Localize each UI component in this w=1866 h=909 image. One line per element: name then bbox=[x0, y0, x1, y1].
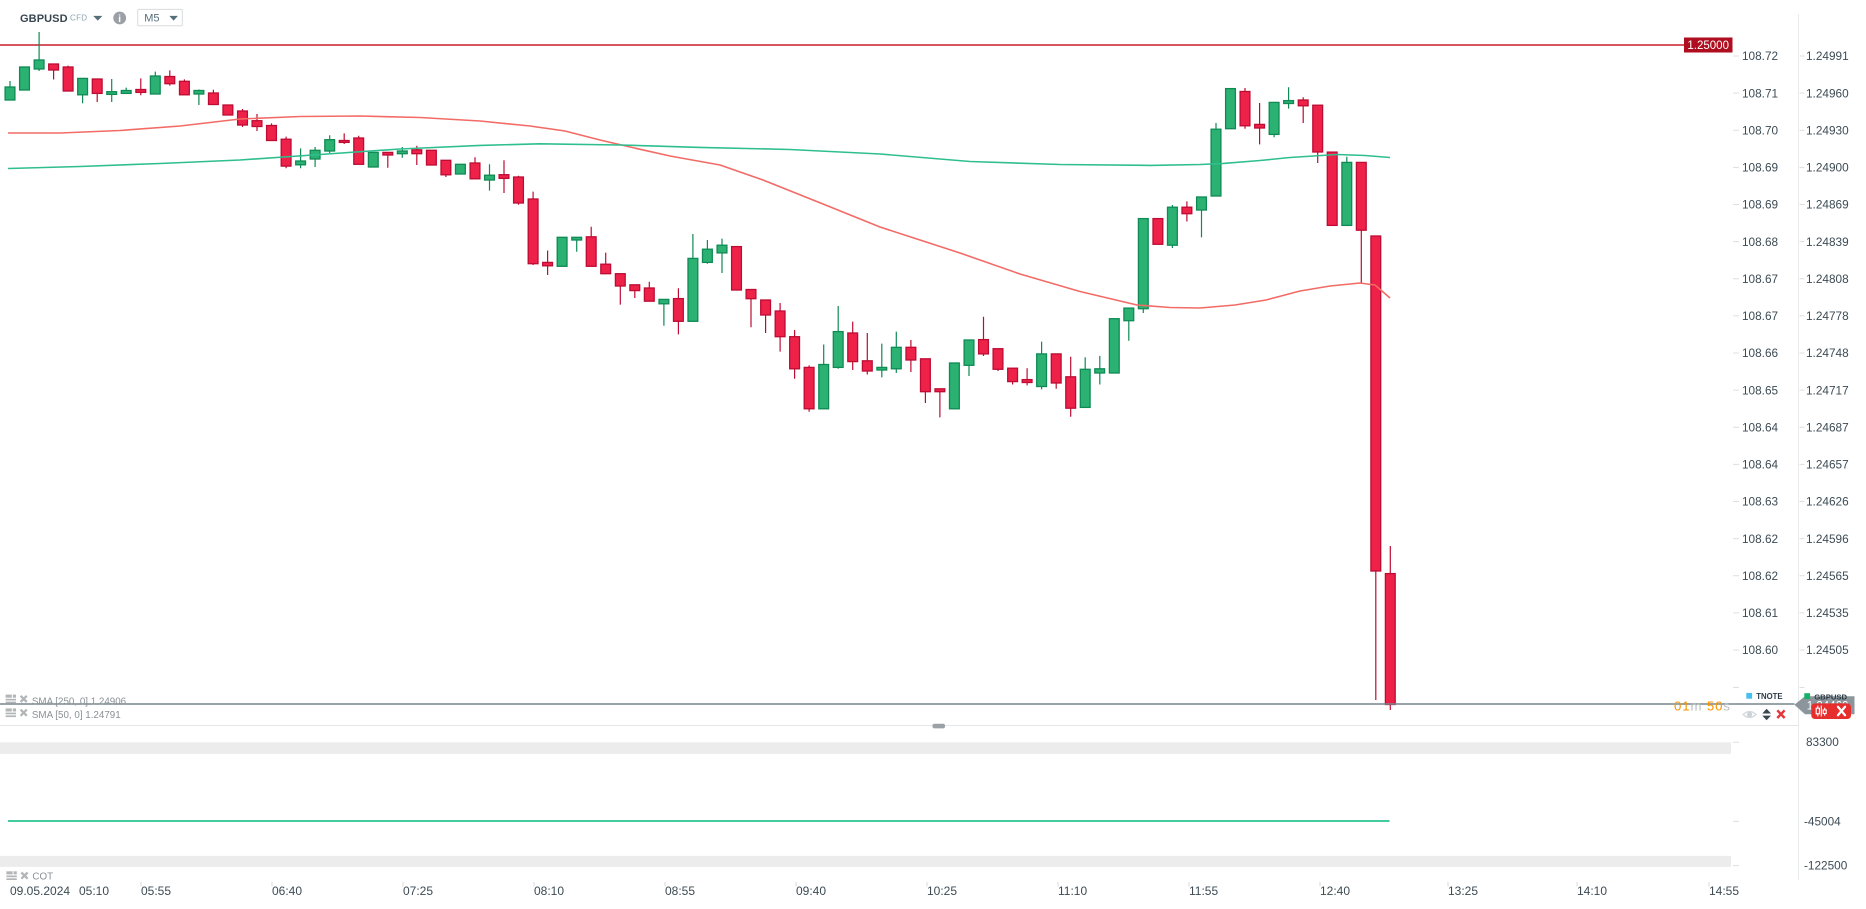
svg-text:108.64: 108.64 bbox=[1742, 458, 1779, 472]
svg-text:-122500: -122500 bbox=[1804, 859, 1848, 873]
svg-text:1.24748: 1.24748 bbox=[1806, 346, 1849, 360]
svg-text:1.24991: 1.24991 bbox=[1806, 49, 1849, 63]
svg-text:1.24900: 1.24900 bbox=[1806, 161, 1849, 175]
svg-text:108.67: 108.67 bbox=[1742, 272, 1778, 286]
svg-text:TNOTE: TNOTE bbox=[1756, 692, 1782, 701]
svg-text:1.24565: 1.24565 bbox=[1806, 569, 1849, 583]
svg-text:108.63: 108.63 bbox=[1742, 495, 1779, 509]
svg-text:1.24717: 1.24717 bbox=[1806, 383, 1849, 397]
svg-text:SMA [50, 0] 1.24791: SMA [50, 0] 1.24791 bbox=[32, 710, 121, 721]
svg-text:108.62: 108.62 bbox=[1742, 569, 1778, 583]
svg-text:06:40: 06:40 bbox=[272, 884, 302, 898]
svg-text:11:55: 11:55 bbox=[1189, 884, 1218, 898]
svg-text:108.62: 108.62 bbox=[1742, 532, 1778, 546]
svg-text:09:40: 09:40 bbox=[796, 884, 826, 898]
svg-text:108.61: 108.61 bbox=[1742, 606, 1778, 620]
svg-text:108.66: 108.66 bbox=[1742, 346, 1779, 360]
svg-text:108.65: 108.65 bbox=[1742, 383, 1779, 397]
svg-text:108.68: 108.68 bbox=[1742, 235, 1779, 249]
svg-text:1.24960: 1.24960 bbox=[1806, 86, 1849, 100]
svg-text:SMA [250, 0] 1.24906: SMA [250, 0] 1.24906 bbox=[32, 696, 127, 707]
svg-text:M5: M5 bbox=[144, 12, 159, 24]
svg-text:07:25: 07:25 bbox=[403, 884, 433, 898]
svg-text:13:25: 13:25 bbox=[1448, 884, 1478, 898]
svg-text:1.24535: 1.24535 bbox=[1806, 606, 1849, 620]
svg-text:1.24839: 1.24839 bbox=[1806, 235, 1849, 249]
svg-text:09.05.2024: 09.05.2024 bbox=[10, 884, 70, 898]
svg-text:1.24657: 1.24657 bbox=[1806, 458, 1849, 472]
svg-text:1.24687: 1.24687 bbox=[1806, 420, 1849, 434]
svg-text:11:10: 11:10 bbox=[1058, 884, 1087, 898]
svg-text:1.24869: 1.24869 bbox=[1806, 198, 1849, 212]
svg-text:1.25000: 1.25000 bbox=[1687, 40, 1729, 52]
svg-text:108.67: 108.67 bbox=[1742, 309, 1778, 323]
svg-text:05:55: 05:55 bbox=[141, 884, 171, 898]
svg-text:1.24626: 1.24626 bbox=[1806, 495, 1849, 509]
svg-text:108.71: 108.71 bbox=[1742, 86, 1778, 100]
svg-text:14:55: 14:55 bbox=[1709, 884, 1739, 898]
svg-text:1.24808: 1.24808 bbox=[1806, 272, 1849, 286]
svg-text:08:55: 08:55 bbox=[665, 884, 695, 898]
svg-text:GBPUSD: GBPUSD bbox=[20, 13, 68, 25]
svg-text:08:10: 08:10 bbox=[534, 884, 564, 898]
svg-text:12:40: 12:40 bbox=[1320, 884, 1350, 898]
svg-text:14:10: 14:10 bbox=[1577, 884, 1607, 898]
svg-text:1.24596: 1.24596 bbox=[1806, 532, 1849, 546]
svg-text:108.60: 108.60 bbox=[1742, 643, 1779, 657]
svg-text:108.69: 108.69 bbox=[1742, 198, 1778, 212]
svg-text:-45004: -45004 bbox=[1804, 814, 1841, 828]
svg-text:CFD: CFD bbox=[70, 14, 87, 23]
svg-text:COT: COT bbox=[32, 871, 53, 882]
svg-text:10:25: 10:25 bbox=[927, 884, 957, 898]
svg-text:GBPUSD: GBPUSD bbox=[1814, 692, 1847, 701]
svg-text:108.69: 108.69 bbox=[1742, 161, 1778, 175]
svg-text:108.72: 108.72 bbox=[1742, 49, 1778, 63]
svg-text:1.24930: 1.24930 bbox=[1806, 123, 1849, 137]
svg-text:i: i bbox=[118, 14, 121, 25]
svg-text:108.70: 108.70 bbox=[1742, 123, 1779, 137]
svg-text:1.24505: 1.24505 bbox=[1806, 643, 1849, 657]
svg-text:01m 50s: 01m 50s bbox=[1674, 699, 1731, 714]
svg-text:1.24778: 1.24778 bbox=[1806, 309, 1849, 323]
svg-text:83300: 83300 bbox=[1806, 735, 1839, 749]
svg-text:05:10: 05:10 bbox=[79, 884, 109, 898]
svg-text:108.64: 108.64 bbox=[1742, 420, 1779, 434]
